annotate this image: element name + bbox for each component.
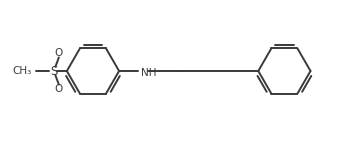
Text: O: O — [55, 84, 63, 94]
Text: NH: NH — [141, 68, 157, 78]
Text: CH₃: CH₃ — [13, 66, 32, 76]
Text: O: O — [55, 48, 63, 58]
Text: S: S — [50, 64, 57, 78]
